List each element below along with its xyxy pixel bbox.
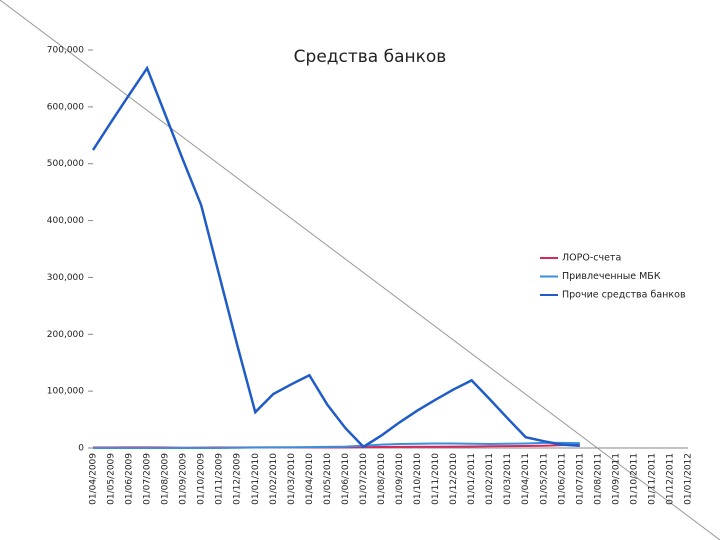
x-tick-label: 01/01/2012 [684, 453, 694, 505]
x-tick-label: 01/04/2011 [521, 453, 531, 505]
x-tick-label: 01/11/2010 [431, 453, 441, 505]
x-tick-label: 01/04/2009 [89, 453, 99, 505]
x-tick-label: 01/12/2010 [449, 453, 459, 505]
x-tick-label: 01/09/2011 [611, 453, 621, 505]
x-tick-label: 01/10/2011 [629, 453, 639, 505]
x-tick-label: 01/06/2009 [125, 453, 135, 505]
y-tick-label: 0 [78, 444, 84, 454]
y-tick-label: 200,000 [47, 330, 84, 340]
x-tick-label: 01/07/2010 [359, 453, 369, 505]
x-tick-label: 01/02/2011 [485, 453, 495, 505]
x-tick-label: 01/09/2010 [395, 453, 405, 505]
legend-label: ЛОРО-счета [562, 253, 621, 264]
x-tick-label: 01/05/2010 [323, 453, 333, 505]
x-tick-label: 01/10/2010 [413, 453, 423, 505]
x-tick-label: 01/09/2009 [179, 453, 189, 505]
y-tick-label: 400,000 [47, 216, 84, 226]
x-tick-label: 01/02/2010 [269, 453, 279, 505]
x-tick-label: 01/01/2010 [251, 453, 261, 505]
x-tick-label: 01/06/2011 [557, 453, 567, 505]
x-tick-label: 01/08/2009 [161, 453, 171, 505]
x-tick-label: 01/10/2009 [197, 453, 207, 505]
x-tick-label: 01/08/2010 [377, 453, 387, 505]
x-tick-label: 01/01/2011 [467, 453, 477, 505]
x-tick-label: 01/03/2011 [503, 453, 513, 505]
chart-title: Средства банков [294, 47, 447, 67]
y-tick-label: 500,000 [47, 159, 84, 169]
x-tick-label: 01/06/2010 [341, 453, 351, 505]
series-line [91, 65, 580, 449]
x-tick-label: 01/05/2011 [539, 453, 549, 505]
y-tick-label: 100,000 [47, 387, 84, 397]
x-tick-label: 01/11/2011 [647, 453, 657, 505]
legend-label: Прочие средства банков [562, 290, 686, 301]
x-tick-label: 01/12/2009 [233, 453, 243, 505]
x-tick-label: 01/12/2011 [665, 453, 675, 505]
y-tick-label: 300,000 [47, 273, 84, 283]
y-tick-label: 700,000 [47, 46, 84, 56]
x-tick-label: 01/07/2011 [575, 453, 585, 505]
x-tick-label: 01/07/2009 [143, 453, 153, 505]
series-line [93, 441, 580, 449]
x-tick-label: 01/03/2010 [287, 453, 297, 505]
x-tick-label: 01/08/2011 [593, 453, 603, 505]
x-tick-label: 01/11/2009 [215, 453, 225, 505]
y-tick-label: 600,000 [47, 102, 84, 112]
legend-label: Привлеченные МБК [562, 271, 661, 282]
x-tick-label: 01/04/2010 [305, 453, 315, 505]
x-tick-label: 01/05/2009 [107, 453, 117, 505]
